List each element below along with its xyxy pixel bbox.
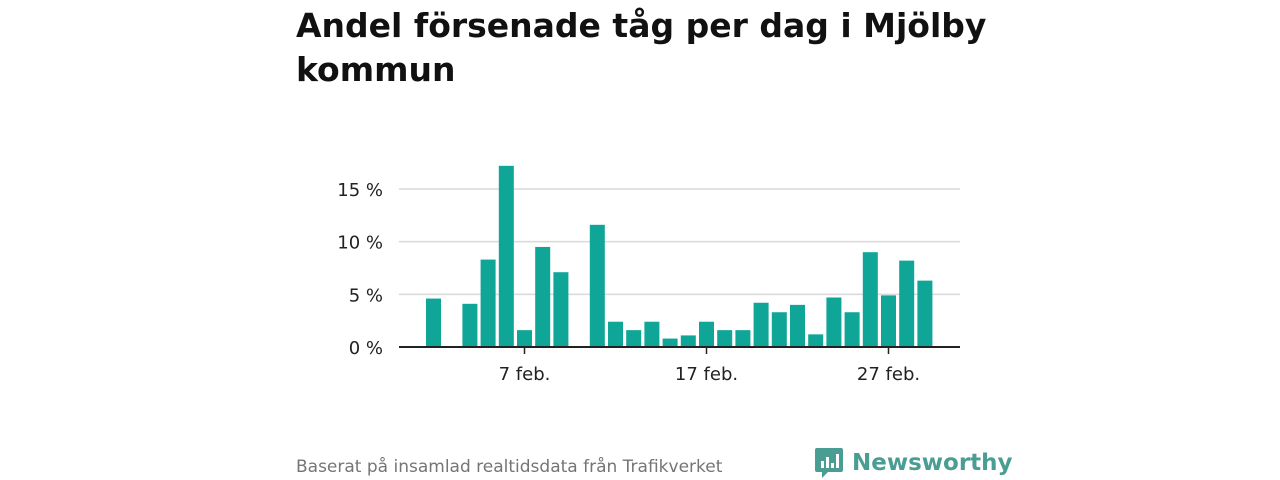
bar — [862, 252, 878, 347]
x-axis: 7 feb. 17 feb. 27 feb. — [399, 346, 960, 385]
bar — [771, 312, 787, 347]
bar — [426, 298, 441, 347]
x-tick-label: 27 feb. — [857, 364, 920, 385]
bar — [826, 297, 842, 347]
bar — [917, 280, 933, 347]
bar — [498, 165, 514, 347]
bar — [517, 330, 532, 347]
bar — [899, 260, 915, 347]
bar — [735, 330, 751, 347]
bar — [589, 224, 605, 347]
chart-title: Andel försenade tåg per dag i Mjölby kom… — [296, 6, 987, 89]
bar — [608, 321, 623, 347]
bar — [790, 304, 805, 347]
bar — [881, 295, 896, 347]
bar — [644, 321, 660, 347]
bar — [753, 302, 769, 347]
x-tick-label: 17 feb. — [675, 364, 738, 385]
source-note: Baserat på insamlad realtidsdata från Tr… — [296, 457, 723, 477]
bars — [426, 165, 933, 347]
bar — [553, 272, 569, 347]
x-tick-label: 7 feb. — [499, 364, 551, 385]
bar — [662, 338, 678, 347]
y-tick-label: 0 % — [349, 338, 383, 359]
bar — [626, 330, 642, 347]
bar-chart-speech-bubble-icon — [815, 448, 843, 478]
brand-logo: Newsworthy — [814, 446, 1013, 480]
bar — [717, 330, 733, 347]
bar — [462, 303, 478, 347]
y-tick-label: 5 % — [349, 285, 383, 306]
bar — [699, 321, 714, 347]
bar — [844, 312, 860, 347]
bar — [480, 259, 496, 347]
bar — [808, 334, 824, 347]
y-tick-label: 10 % — [337, 233, 383, 254]
bar — [680, 335, 696, 347]
brand-name: Newsworthy — [852, 450, 1013, 476]
bar — [535, 246, 551, 347]
y-tick-label: 15 % — [337, 180, 383, 201]
y-axis-ticks: 0 % 5 % 10 % 15 % — [337, 180, 383, 359]
